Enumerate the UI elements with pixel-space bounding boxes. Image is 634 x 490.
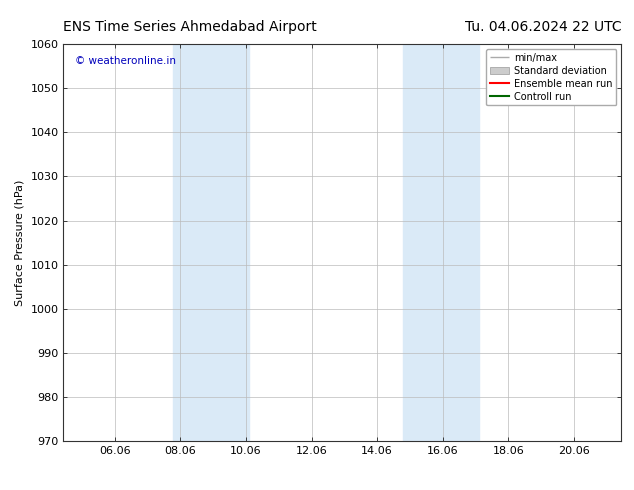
Bar	[173, 44, 249, 441]
Y-axis label: Surface Pressure (hPa): Surface Pressure (hPa)	[15, 179, 25, 306]
Text: © weatheronline.in: © weatheronline.in	[75, 56, 176, 66]
Text: Tu. 04.06.2024 22 UTC: Tu. 04.06.2024 22 UTC	[465, 20, 621, 34]
Bar	[403, 44, 479, 441]
Legend: min/max, Standard deviation, Ensemble mean run, Controll run: min/max, Standard deviation, Ensemble me…	[486, 49, 616, 105]
Text: ENS Time Series Ahmedabad Airport: ENS Time Series Ahmedabad Airport	[63, 20, 317, 34]
